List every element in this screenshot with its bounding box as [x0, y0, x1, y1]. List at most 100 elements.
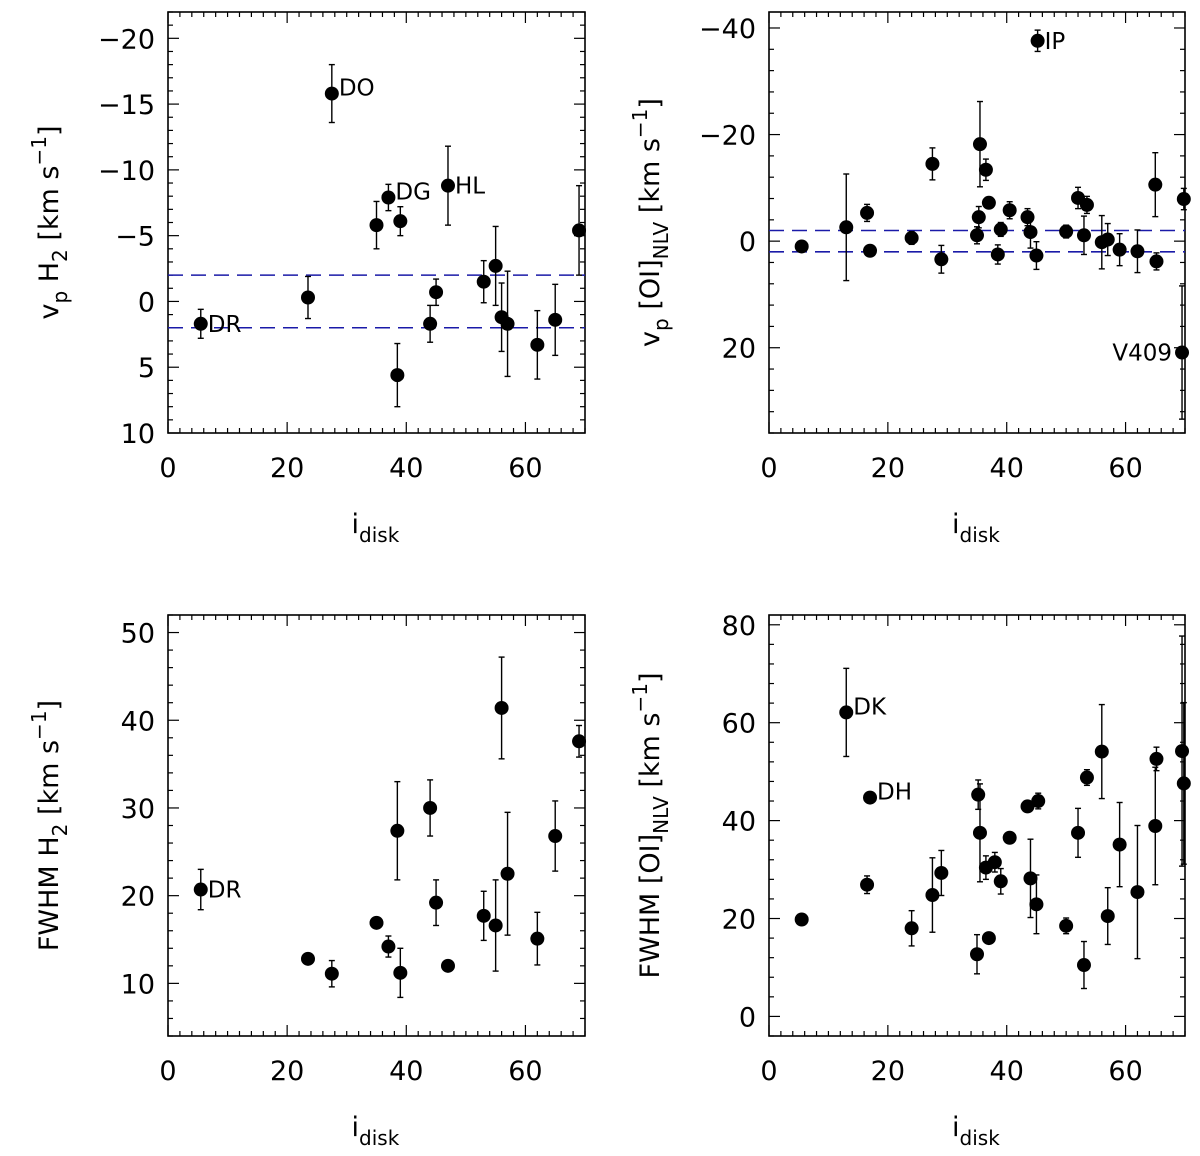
- data-point: [476, 908, 491, 923]
- data-point: [500, 316, 515, 331]
- y-axis-label: vp H2 [km s−1]: [27, 125, 72, 319]
- y-tick-label: 20: [722, 905, 756, 936]
- y-tick-label: −20: [98, 24, 155, 55]
- data-point: [981, 931, 996, 946]
- data-point: [1149, 254, 1164, 269]
- y-tick-label: 0: [739, 1002, 756, 1033]
- point-annotation: V409: [1112, 341, 1172, 367]
- y-tick-label: 0: [138, 287, 155, 318]
- x-tick-label: 20: [871, 1056, 905, 1087]
- y-axis-label: FWHM H2 [km s−1]: [27, 700, 72, 951]
- x-axis-label-sub: disk: [359, 523, 400, 547]
- data-point: [1112, 242, 1127, 257]
- data-point: [500, 866, 515, 881]
- y-tick-label: 10: [121, 969, 155, 1000]
- data-point: [1079, 770, 1094, 785]
- x-axis-label: idisk: [952, 509, 1000, 547]
- y-tick-label: 60: [722, 709, 756, 740]
- panel-fwhm-h2: 0 20 40 60 10 20 30 40 50 DR idisk FWHM H2 [km s−1]: [27, 614, 587, 1150]
- y-axis-label: vp [OI]NLV [km s−1]: [628, 98, 673, 347]
- data-point: [972, 825, 987, 840]
- point-annotation: DG: [395, 180, 431, 206]
- x-tick-label: 60: [1108, 1056, 1142, 1087]
- point-annotation: DR: [208, 312, 242, 338]
- plot-frame: [768, 614, 1186, 1037]
- x-tick-label: 0: [760, 453, 777, 484]
- data-point: [860, 877, 875, 892]
- data-point: [934, 252, 949, 267]
- data-point: [1020, 799, 1035, 814]
- y-tick-label: 40: [722, 807, 756, 838]
- y-tick-label: −10: [98, 156, 155, 187]
- data-point: [1059, 918, 1074, 933]
- plot-frame: [768, 11, 1186, 434]
- data-point: [1130, 244, 1145, 259]
- data-point: [981, 195, 996, 210]
- panel-fwhm-oi: 0 20 40 60 0 20 40 60 80 DK DH idisk FWHM [OI]NLV [k…: [628, 611, 1191, 1150]
- x-axis-label: idisk: [352, 1112, 400, 1150]
- data-point: [1176, 192, 1191, 207]
- x-tick-label: 20: [871, 453, 905, 484]
- data-point: [925, 888, 940, 903]
- data-point: [1029, 897, 1044, 912]
- y-tick-label: 20: [722, 334, 756, 365]
- data-point: [1175, 744, 1190, 759]
- data-point: [971, 210, 986, 225]
- data-point: [440, 958, 455, 973]
- data-point: [390, 823, 405, 838]
- y-tick-label: 10: [121, 419, 155, 450]
- data-point: [300, 290, 315, 305]
- x-tick-label: 40: [389, 1056, 423, 1087]
- data-point: [970, 947, 984, 962]
- data-point: [494, 700, 509, 715]
- data-point: [393, 214, 408, 229]
- data-point: [1023, 225, 1038, 240]
- point-annotation: DO: [339, 76, 375, 102]
- data-point: [423, 800, 438, 815]
- data-point: [390, 368, 405, 383]
- y-tick-label: 50: [121, 619, 155, 650]
- data-point: [369, 915, 384, 930]
- data-point: [904, 230, 919, 245]
- data-point: [572, 223, 587, 238]
- x-tick-label: 0: [159, 453, 176, 484]
- data-point: [1148, 818, 1163, 833]
- data-point: [1031, 794, 1046, 809]
- data-point: [1079, 197, 1094, 212]
- data-point: [1112, 837, 1127, 852]
- plot-frame: [167, 614, 586, 1037]
- y-tick-label: −20: [699, 121, 756, 152]
- data-point: [1076, 958, 1091, 973]
- data-point: [381, 190, 396, 205]
- x-axis-label: idisk: [952, 1112, 1000, 1150]
- data-point: [572, 734, 587, 749]
- y-tick-label: 20: [121, 882, 155, 913]
- x-axis-label-main: i: [352, 1112, 360, 1143]
- data-point: [990, 247, 1005, 262]
- x-axis-label: idisk: [352, 509, 400, 547]
- point-annotation: IP: [1045, 29, 1066, 55]
- x-tick-label: 20: [270, 1056, 304, 1087]
- data-point: [1059, 224, 1074, 239]
- data-point: [488, 918, 503, 933]
- y-tick-label: 40: [121, 706, 155, 737]
- y-tick-label: 5: [138, 353, 155, 384]
- data-point: [324, 86, 339, 101]
- data-point: [993, 222, 1008, 237]
- data-point: [1100, 232, 1115, 247]
- data-point: [548, 829, 563, 844]
- data-point: [839, 220, 854, 235]
- x-tick-label: 0: [159, 1056, 176, 1087]
- x-axis-label-sub: disk: [359, 1126, 400, 1150]
- data-point: [1175, 345, 1190, 360]
- data-point: [393, 965, 408, 980]
- data-point: [1002, 203, 1017, 218]
- x-tick-label: 60: [508, 453, 542, 484]
- data-point: [488, 258, 503, 273]
- data-point: [987, 855, 1002, 870]
- x-axis-label-main: i: [952, 509, 960, 540]
- data-point: [925, 156, 940, 171]
- data-point: [1149, 751, 1164, 766]
- y-tick-label: 80: [722, 611, 756, 642]
